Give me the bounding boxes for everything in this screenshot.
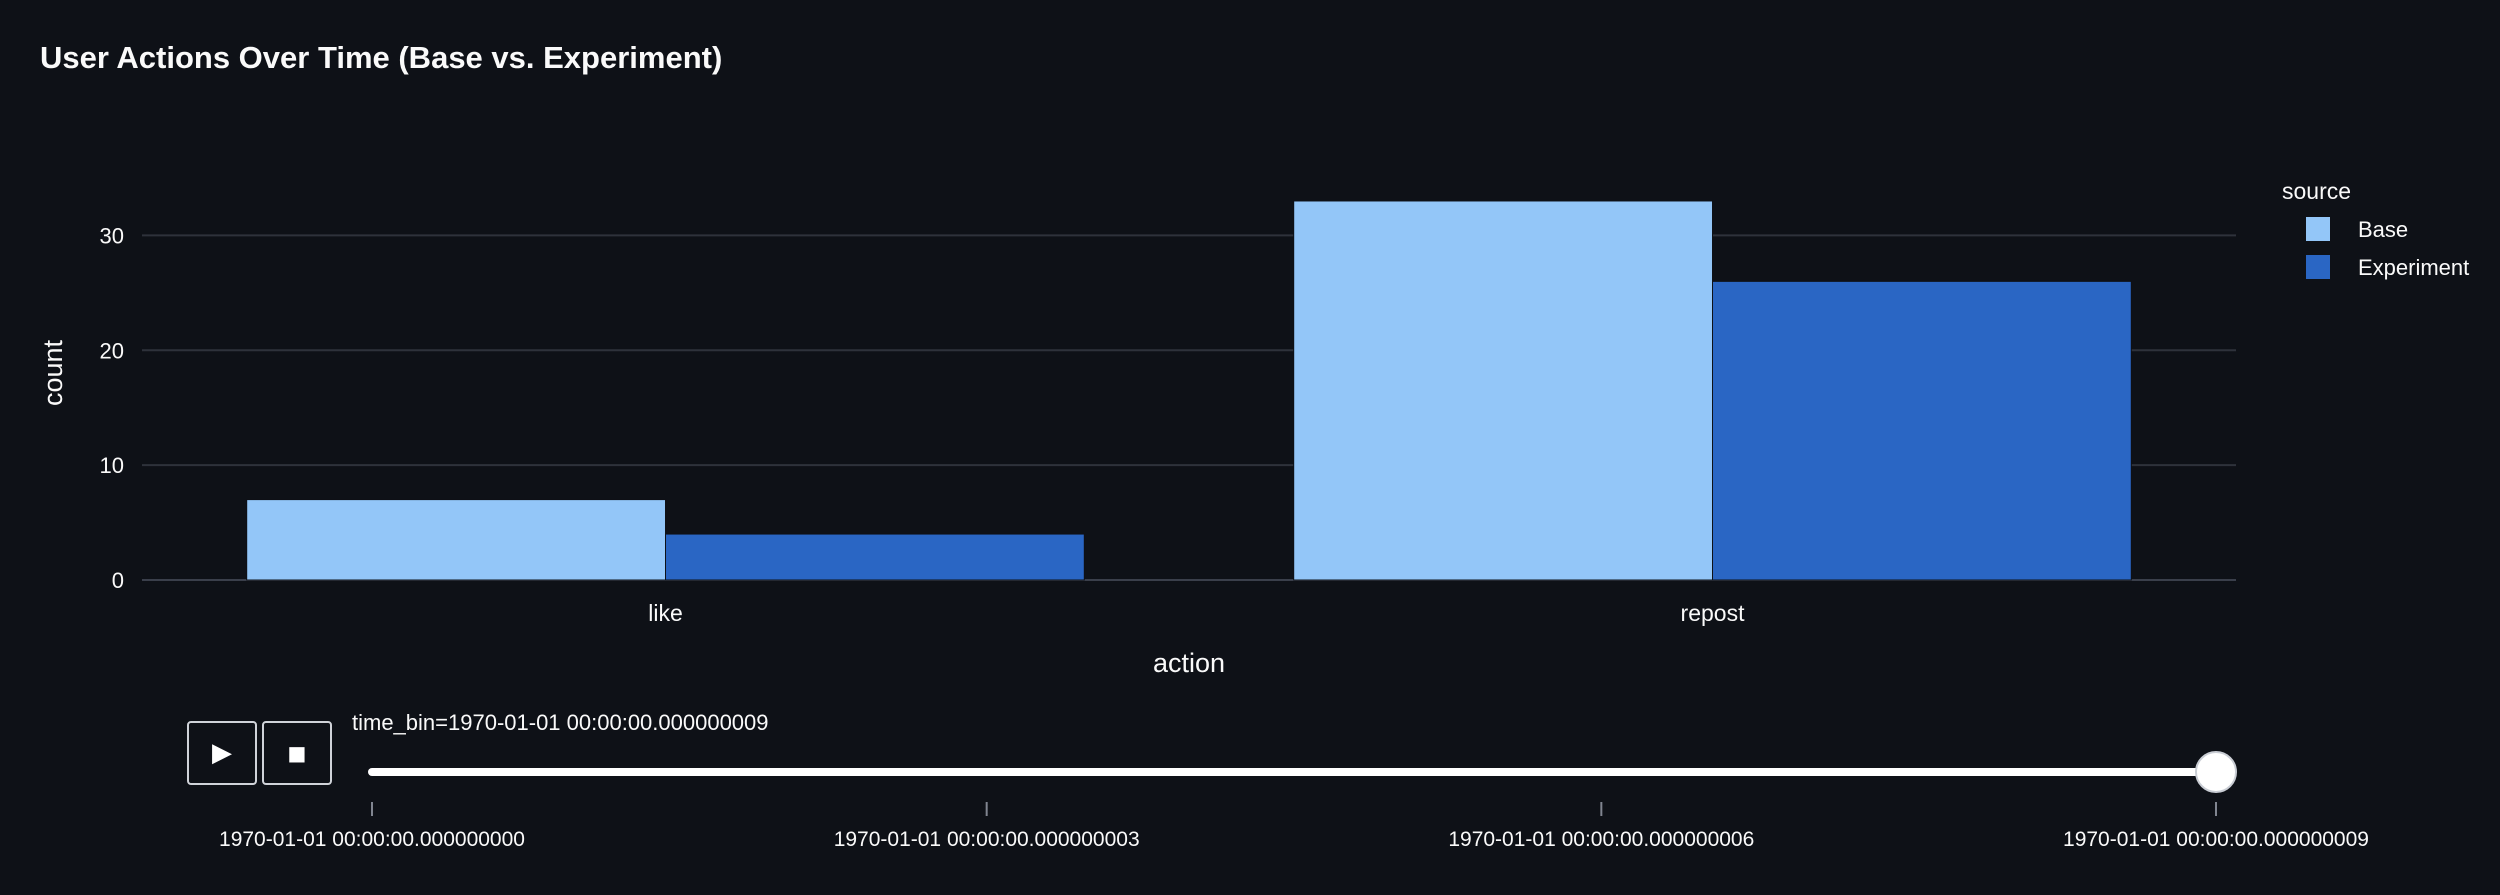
slider-tick-label: 1970-01-01 00:00:00.000000003 xyxy=(834,828,1140,851)
legend-swatch-base xyxy=(2306,217,2330,241)
y-tick-label: 0 xyxy=(112,568,124,593)
x-tick-label: repost xyxy=(1681,600,1746,626)
y-tick-label: 30 xyxy=(100,223,124,248)
slider-handle[interactable] xyxy=(2195,751,2237,793)
y-axis-label: count xyxy=(38,339,68,406)
chart-title: User Actions Over Time (Base vs. Experim… xyxy=(40,40,722,75)
y-tick-label: 20 xyxy=(100,338,124,363)
legend-title: source xyxy=(2282,178,2351,204)
legend-swatch-experiment xyxy=(2306,255,2330,279)
bar-base-like[interactable] xyxy=(246,499,666,581)
slider-tick-label: 1970-01-01 00:00:00.000000006 xyxy=(1448,828,1754,851)
slider-current-label: time_bin=1970-01-01 00:00:00.000000009 xyxy=(352,710,769,735)
x-tick-label: like xyxy=(648,600,683,626)
legend-label-base[interactable]: Base xyxy=(2358,217,2408,242)
y-tick-labels: 0 10 20 30 xyxy=(100,223,124,593)
y-tick-label: 10 xyxy=(100,453,124,478)
slider-tick-label: 1970-01-01 00:00:00.000000009 xyxy=(2063,828,2369,851)
bar-experiment-repost[interactable] xyxy=(1712,280,2132,581)
x-axis-label: action xyxy=(1153,648,1225,678)
legend: Base Experiment xyxy=(2306,217,2469,280)
bar-experiment-like[interactable] xyxy=(665,533,1085,581)
stop-button[interactable]: ■ xyxy=(262,721,332,785)
bar-base-repost[interactable] xyxy=(1293,200,1713,581)
slider-ticks: 1970-01-01 00:00:00.000000000 1970-01-01 … xyxy=(219,802,2369,851)
play-icon: ▶ xyxy=(212,738,232,768)
stop-icon: ■ xyxy=(287,741,307,765)
x-tick-labels: like repost xyxy=(648,600,1745,626)
legend-label-experiment[interactable]: Experiment xyxy=(2358,255,2469,280)
slider-tick-label: 1970-01-01 00:00:00.000000000 xyxy=(219,828,525,851)
bars xyxy=(246,200,2132,581)
slider-track[interactable] xyxy=(368,768,2216,776)
play-button[interactable]: ▶ xyxy=(187,721,257,785)
